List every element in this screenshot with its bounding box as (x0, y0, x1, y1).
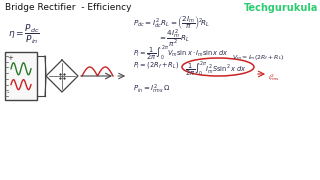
Text: +: + (7, 55, 13, 61)
Text: $I_{rms}^2$: $I_{rms}^2$ (268, 72, 280, 83)
Text: $P_{dc} = I_{dc}^2 R_L = \left(\dfrac{2I_m}{\pi}\right)^{\!2}\!R_L$: $P_{dc} = I_{dc}^2 R_L = \left(\dfrac{2I… (133, 14, 210, 31)
Text: $P_i = \dfrac{1}{2\pi}\int_0^{2\pi} V_m\sin x\cdot I_m\sin x\;dx$: $P_i = \dfrac{1}{2\pi}\int_0^{2\pi} V_m\… (133, 44, 229, 63)
Text: $\eta = \dfrac{P_{dc}}{P_{in}}$: $\eta = \dfrac{P_{dc}}{P_{in}}$ (8, 22, 40, 46)
Text: -: - (7, 89, 10, 95)
Text: $P_i = (2R_f+R_L)$: $P_i = (2R_f+R_L)$ (133, 60, 180, 70)
Bar (5, 52, 37, 100)
Text: $P_{in} = I_{rms}^2\,\Omega$: $P_{in} = I_{rms}^2\,\Omega$ (133, 83, 170, 96)
Text: Techgurukula: Techgurukula (244, 3, 318, 13)
Text: $V_m = I_m(2R_f+R_L)$: $V_m = I_m(2R_f+R_L)$ (232, 53, 284, 62)
Text: $\dfrac{1}{2\pi}\int_0^{2\pi} I_m^2 S\sin^2 x\;dx$: $\dfrac{1}{2\pi}\int_0^{2\pi} I_m^2 S\si… (185, 60, 246, 79)
Text: Bridge Rectifier  - Efficiency: Bridge Rectifier - Efficiency (5, 3, 132, 12)
Text: $= \dfrac{4I_m^2}{\pi^2}\,R_L$: $= \dfrac{4I_m^2}{\pi^2}\,R_L$ (158, 27, 190, 49)
